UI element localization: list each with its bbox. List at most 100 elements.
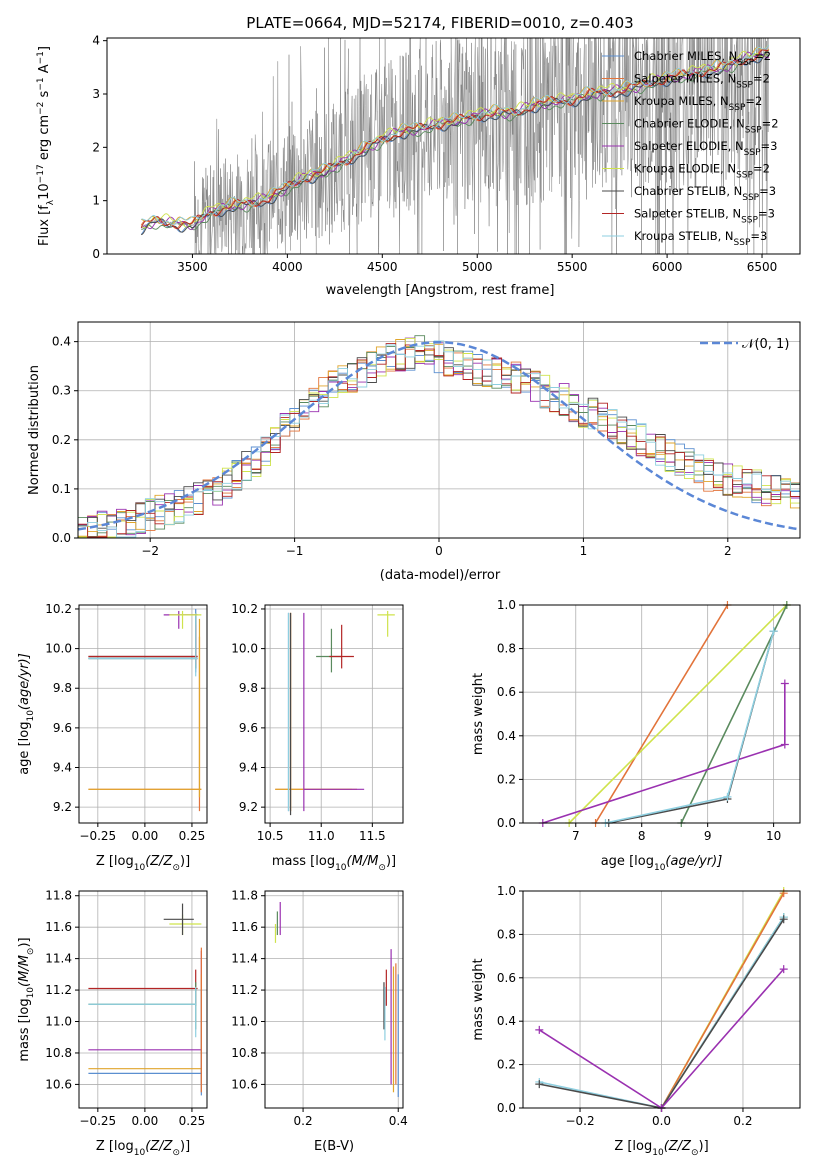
y-tick-label: 0.6 (497, 685, 516, 699)
mass-weight-marker (535, 1080, 544, 1089)
label-part: SSP (737, 58, 754, 68)
label-part: )] (180, 854, 190, 869)
label-part: SSP (736, 171, 753, 181)
y-tick-label: 3 (92, 87, 100, 101)
label-part: 10 (37, 183, 52, 200)
mass-weight-marker (780, 740, 789, 749)
axes-frame (264, 890, 404, 1109)
mass-vs-metallicity-panel: −0.25 0.00 0.25 10.6 10.8 11.0 11.2 11.4 11.6 11.… (17, 889, 208, 1158)
legend-entry-label: Chabrier MILES, NSSP=2 (634, 49, 771, 68)
y-tick-label: 0.8 (497, 642, 516, 656)
y-tick-label: 10.8 (45, 1046, 72, 1060)
label-part: −17 (36, 164, 46, 183)
label-part: age [log (17, 722, 32, 775)
label-part: ⊙ (26, 948, 36, 956)
y-tick-label: 9.4 (239, 761, 258, 775)
x-tick-label: −2 (141, 544, 159, 558)
label-part: s (37, 90, 52, 101)
label-part: Z [log (614, 1139, 652, 1154)
legend-entry-label: Kroupa STELIB, NSSP=3 (634, 229, 767, 248)
x-tick-label: 11.5 (359, 829, 386, 843)
label-part: (M/M (17, 955, 32, 987)
mass-weight-line (542, 683, 786, 824)
mass-weight-marker (780, 679, 789, 688)
label-part: )] (699, 1139, 709, 1154)
label-part: )] (180, 1139, 190, 1154)
y-tick-label: 9.8 (239, 681, 258, 695)
label-part: =3 (758, 207, 775, 221)
label-part: )] (386, 854, 396, 869)
y-tick-label: 10.2 (231, 602, 258, 616)
y-axis-label: age [log10(age/yr)] (17, 653, 36, 775)
label-part: SSP (736, 81, 753, 91)
x-tick-label: 0.2 (733, 1114, 752, 1128)
y-tick-label: 0.8 (497, 927, 516, 941)
y-tick-label: 10.8 (231, 1046, 258, 1060)
label-part: −2 (36, 102, 46, 115)
mass-weight-marker (779, 965, 788, 974)
legend-entry-label: Chabrier ELODIE, NSSP=2 (634, 117, 779, 136)
legend-entry-label: Kroupa MILES, NSSP=2 (634, 94, 762, 113)
y-tick-label: 9.6 (239, 721, 258, 735)
label-part: SSP (742, 193, 759, 203)
label-part: (Z/Z (664, 1139, 692, 1154)
label-part: Kroupa ELODIE, N (634, 162, 736, 176)
label-part: 10 (26, 987, 36, 999)
x-tick-label: 6000 (652, 260, 683, 274)
x-tick-label: 4000 (272, 260, 303, 274)
label-part: E(B-V) (314, 1139, 354, 1154)
x-tick-label: 1 (580, 544, 588, 558)
label-part: SSP (744, 148, 761, 158)
label-part: −1 (36, 51, 46, 64)
label-part: Chabrier MILES, N (634, 49, 737, 63)
x-axis-label: wavelength [Angstrom, rest frame] (326, 283, 555, 298)
axes-frame (78, 890, 208, 1109)
x-tick-label: 11.0 (308, 829, 335, 843)
label-part: Z [log (96, 854, 134, 869)
y-tick-label: 11.2 (45, 983, 72, 997)
label-part: (age/yr)] (17, 653, 32, 710)
y-tick-label: 0.4 (497, 1014, 516, 1028)
label-part: ⊙ (172, 863, 180, 873)
y-tick-label: 11.4 (231, 952, 258, 966)
label-part: erg cm (37, 115, 52, 164)
y-tick-label: 11.8 (231, 889, 258, 903)
label-part: (Z/Z (145, 1139, 173, 1154)
model-spectrum-line (140, 51, 770, 231)
label-part: Z [log (96, 1139, 134, 1154)
label-part: 10 (134, 863, 146, 873)
x-tick-label: 0.2 (294, 1114, 313, 1128)
y-tick-label: 0.6 (497, 971, 516, 985)
y-axis-label: Normed distribution (27, 365, 42, 495)
x-tick-label: 7 (572, 829, 580, 843)
y-tick-label: 1 (92, 194, 100, 208)
x-axis-label: mass [log10(M/M⊙)] (272, 854, 396, 873)
label-part: Chabrier ELODIE, N (634, 117, 745, 131)
y-axis-label: mass weight (471, 958, 486, 1040)
y-tick-label: 11.0 (231, 1015, 258, 1029)
y-tick-label: 9.2 (239, 800, 258, 814)
y-tick-label: 10.0 (45, 642, 72, 656)
x-tick-label: 0.00 (132, 1114, 159, 1128)
legend-entry-label: Salpeter MILES, NSSP=2 (634, 72, 770, 91)
y-tick-label: 11.2 (231, 983, 258, 997)
model-spectrum-line (140, 49, 770, 230)
x-tick-label: 0.25 (179, 829, 206, 843)
mass-weight-line (660, 892, 785, 1109)
model-spectrum-line (141, 51, 769, 236)
y-tick-label: 2 (92, 140, 100, 154)
y-axis-label: Flux [fλ10−17 erg cm−2 s−1 A−1] (36, 46, 56, 246)
axes-frame (522, 890, 801, 1109)
x-tick-label: 0.4 (389, 1114, 408, 1128)
label-part: SSP (745, 126, 762, 136)
label-part: =2 (753, 72, 770, 86)
mass-weight-vs-metallicity-panel: −0.2 0.0 0.2 0.0 0.2 0.4 0.6 0.8 1.0 Z [log10(Z/Z… (471, 884, 801, 1158)
y-tick-label: 11.0 (45, 1015, 72, 1029)
y-tick-label: 10.6 (45, 1077, 72, 1091)
label-part: −1 (36, 77, 46, 90)
y-axis-label: mass weight (471, 673, 486, 755)
label-part: (Z/Z (145, 854, 173, 869)
mass-weight-marker (779, 915, 788, 924)
label-part: mass [log (272, 854, 335, 869)
mass-weight-line (680, 604, 788, 824)
